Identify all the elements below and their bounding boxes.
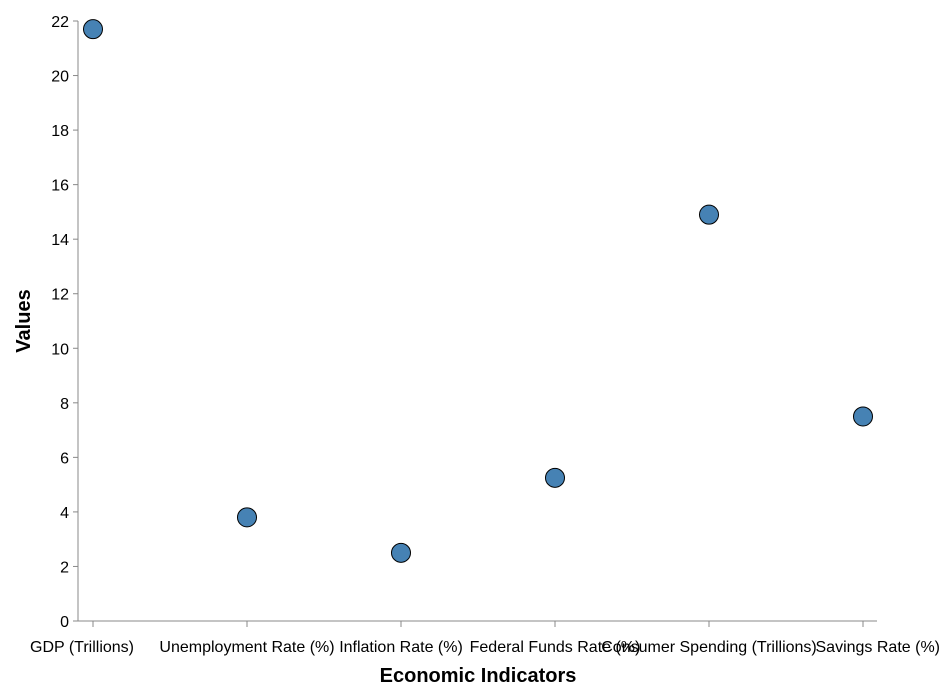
y-tick-label: 10 [51, 341, 69, 358]
y-tick-label: 22 [51, 14, 69, 31]
y-tick-label: 18 [51, 123, 69, 140]
y-axis: 0 2 4 6 8 10 12 14 16 18 20 22 [51, 14, 79, 631]
data-point [391, 542, 411, 563]
y-tick-label: 12 [51, 287, 69, 304]
y-tick-label: 8 [60, 396, 69, 413]
x-tick-label: GDP (Trillions) [30, 639, 134, 656]
y-tick-label: 0 [60, 614, 69, 631]
x-axis: GDP (Trillions) Unemployment Rate (%) Infl… [30, 620, 941, 656]
x-axis-title: Economic Indicators [380, 665, 577, 687]
y-tick-label: 14 [51, 232, 69, 249]
data-point [237, 507, 257, 528]
y-tick-label: 6 [60, 450, 69, 467]
data-point [853, 406, 873, 427]
y-tick-label: 2 [60, 559, 69, 576]
x-tick-label: Consumer Spending (Trillions) [601, 639, 817, 656]
y-tick-label: 16 [51, 178, 69, 195]
x-tick-label: Federal Funds Rate (%) [470, 639, 641, 656]
points [83, 19, 873, 563]
x-tick-label: Inflation Rate (%) [339, 639, 463, 656]
x-tick-label: Unemployment Rate (%) [159, 639, 334, 656]
data-point [83, 19, 103, 40]
y-axis-title: Values [13, 289, 35, 352]
data-point [545, 467, 565, 488]
y-tick-label: 4 [60, 505, 69, 522]
data-point [699, 204, 719, 225]
x-tick-label: Savings Rate (%) [816, 639, 941, 656]
y-tick-label: 20 [51, 69, 69, 86]
